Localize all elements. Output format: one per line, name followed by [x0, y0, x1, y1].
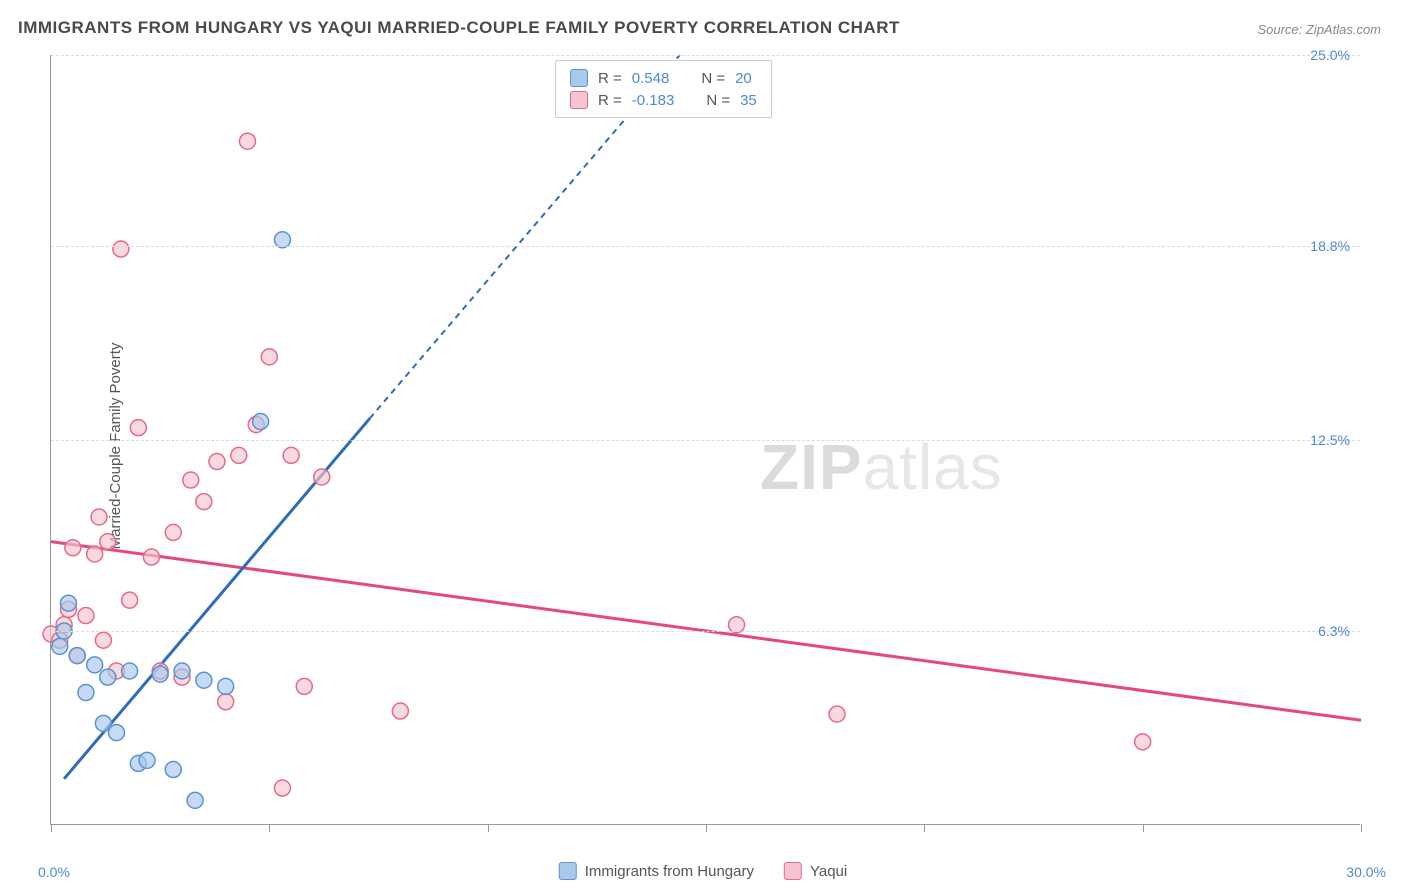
scatter-point [122, 663, 138, 679]
scatter-point [240, 133, 256, 149]
scatter-point [109, 725, 125, 741]
n-label: N = [701, 70, 725, 87]
scatter-point [218, 678, 234, 694]
scatter-point [78, 685, 94, 701]
scatter-point [187, 792, 203, 808]
scatter-point [314, 469, 330, 485]
scatter-point [52, 638, 68, 654]
n-value-series2: 35 [740, 92, 757, 109]
scatter-point [139, 752, 155, 768]
legend-label-series2: Yaqui [810, 863, 847, 880]
scatter-point [69, 648, 85, 664]
stats-row-series2: R = -0.183 N = 35 [570, 89, 757, 111]
scatter-point [152, 666, 168, 682]
grid-line [51, 55, 1360, 56]
scatter-point [100, 669, 116, 685]
scatter-point [65, 540, 81, 556]
legend-label-series1: Immigrants from Hungary [585, 863, 754, 880]
scatter-point [183, 472, 199, 488]
scatter-point [174, 663, 190, 679]
x-axis-min-label: 0.0% [38, 864, 70, 880]
scatter-point [253, 414, 269, 430]
x-tick [51, 824, 52, 832]
scatter-point [196, 494, 212, 510]
x-tick [1143, 824, 1144, 832]
source-attribution: Source: ZipAtlas.com [1257, 22, 1381, 37]
scatter-point [87, 546, 103, 562]
x-tick [269, 824, 270, 832]
scatter-point [196, 672, 212, 688]
scatter-point [829, 706, 845, 722]
chart-container: IMMIGRANTS FROM HUNGARY VS YAQUI MARRIED… [0, 0, 1406, 892]
grid-line [51, 246, 1360, 247]
y-tick-label: 6.3% [1318, 623, 1350, 639]
scatter-point [392, 703, 408, 719]
scatter-point [261, 349, 277, 365]
scatter-point [87, 657, 103, 673]
scatter-point [209, 454, 225, 470]
scatter-point [113, 241, 129, 257]
scatter-point [122, 592, 138, 608]
grid-line [51, 631, 1360, 632]
scatter-point [231, 447, 247, 463]
stats-legend-box: R = 0.548 N = 20 R = -0.183 N = 35 [555, 60, 772, 118]
scatter-point [165, 762, 181, 778]
y-tick-label: 25.0% [1310, 47, 1350, 63]
scatter-point [1135, 734, 1151, 750]
n-value-series1: 20 [735, 70, 752, 87]
y-tick-label: 18.8% [1310, 238, 1350, 254]
scatter-point [218, 694, 234, 710]
legend-swatch-series2 [784, 862, 802, 880]
grid-line [51, 440, 1360, 441]
legend-swatch-series1 [559, 862, 577, 880]
scatter-point [91, 509, 107, 525]
x-axis-max-label: 30.0% [1346, 864, 1386, 880]
scatter-point [274, 780, 290, 796]
x-tick [1361, 824, 1362, 832]
x-tick [924, 824, 925, 832]
chart-title: IMMIGRANTS FROM HUNGARY VS YAQUI MARRIED… [18, 18, 900, 38]
legend-bottom: Immigrants from Hungary Yaqui [559, 862, 847, 880]
legend-item-series1: Immigrants from Hungary [559, 862, 754, 880]
legend-item-series2: Yaqui [784, 862, 847, 880]
scatter-point [130, 420, 146, 436]
swatch-series1 [570, 69, 588, 87]
scatter-point [60, 595, 76, 611]
scatter-point [283, 447, 299, 463]
scatter-point [95, 632, 111, 648]
swatch-series2 [570, 91, 588, 109]
x-tick [706, 824, 707, 832]
scatter-point [165, 524, 181, 540]
plot-area: 6.3%12.5%18.8%25.0% [50, 55, 1360, 825]
n-label: N = [706, 92, 730, 109]
r-value-series2: -0.183 [632, 92, 675, 109]
r-label: R = [598, 70, 622, 87]
scatter-point [100, 534, 116, 550]
scatter-point [296, 678, 312, 694]
r-label: R = [598, 92, 622, 109]
r-value-series1: 0.548 [632, 70, 670, 87]
scatter-point [143, 549, 159, 565]
stats-row-series1: R = 0.548 N = 20 [570, 67, 757, 89]
scatter-point [78, 608, 94, 624]
x-tick [488, 824, 489, 832]
y-tick-label: 12.5% [1310, 432, 1350, 448]
